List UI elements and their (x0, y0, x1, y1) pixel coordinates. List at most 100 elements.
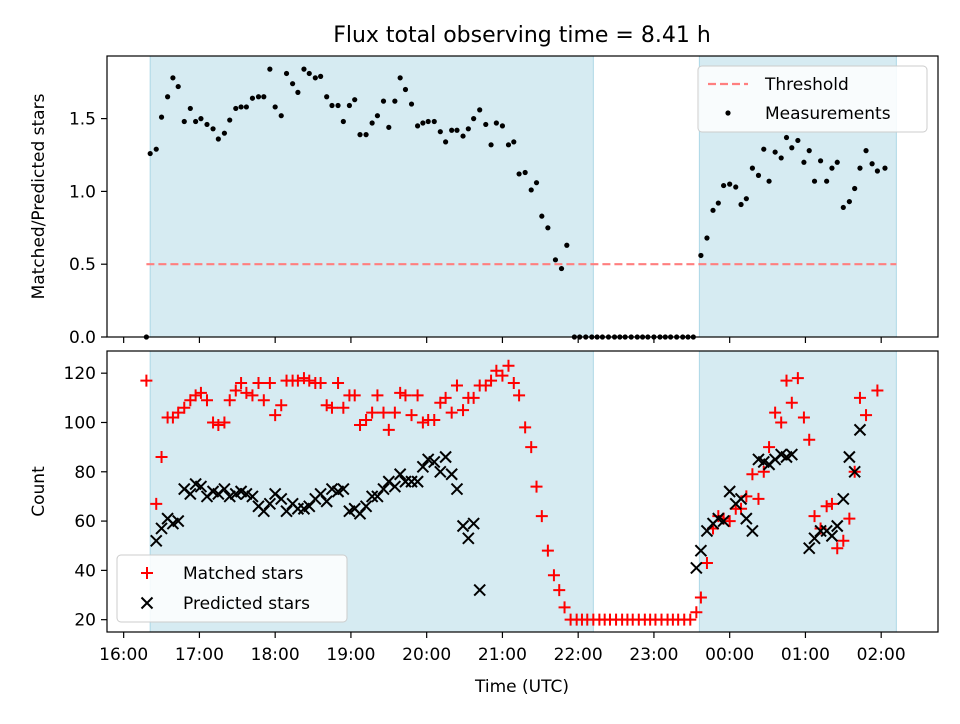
predicted-stars-point (263, 497, 277, 511)
y-tick-label: 40 (74, 561, 96, 581)
matched-stars-point (445, 406, 458, 419)
matched-stars-point (382, 423, 395, 436)
legend-measurements-swatch (725, 110, 731, 116)
matched-stars-point (371, 389, 384, 402)
measurements-point (386, 124, 392, 130)
ratio-panel: 0.0 0.5 1.0 1.5 Matched/Predicted stars Thres… (29, 55, 939, 348)
axes-frame (106, 55, 939, 338)
y-tick-label: 0.0 (69, 328, 96, 348)
measurements-point (483, 121, 489, 128)
matched-stars-point (439, 391, 452, 404)
legend-threshold-label: Threshold (764, 75, 849, 95)
measurements-point (766, 178, 772, 184)
measurements-point (882, 165, 888, 171)
measurements-point (806, 148, 812, 154)
measurements-point (158, 114, 165, 120)
measurements-point (397, 75, 403, 81)
matched-stars-point (825, 497, 838, 510)
matched-stars-point (269, 409, 282, 422)
matched-stars-point (394, 386, 407, 399)
measurements-point (488, 142, 494, 148)
predicted-stars-point (365, 490, 379, 503)
predicted-stars-point (473, 583, 486, 597)
shaded-interval (149, 55, 594, 338)
predicted-stars-point (462, 532, 475, 545)
matched-stars-point (485, 374, 498, 387)
measurements-point (283, 70, 290, 77)
matched-stars-point (803, 433, 816, 446)
x-tick-label: 01:00 (781, 645, 830, 665)
matched-stars-point (519, 421, 532, 434)
matched-stars-point (189, 389, 202, 402)
measurements-point (857, 165, 863, 171)
measurements-point (755, 172, 762, 178)
matched-stars-point (684, 613, 697, 626)
predicted-stars-point (428, 455, 441, 469)
matched-stars-point (155, 450, 168, 463)
matched-stars-point (388, 406, 401, 419)
x-tick-label: 23:00 (629, 645, 678, 665)
measurements-point (267, 66, 273, 72)
predicted-stars-point (831, 519, 844, 533)
matched-stars-point (502, 359, 515, 372)
measurements-point (153, 146, 159, 152)
measurements-point (795, 137, 801, 144)
legend-predicted-label: Predicted stars (183, 594, 310, 614)
legend-measurements-label: Measurements (765, 104, 891, 124)
measurements-point (414, 123, 421, 129)
matched-stars-point (763, 441, 776, 454)
measurements-point (840, 204, 846, 211)
matched-stars-point (240, 386, 253, 399)
measurements-point (324, 94, 330, 100)
measurements-point (215, 136, 221, 142)
matched-stars-point (377, 406, 390, 419)
measurements-point (443, 139, 449, 145)
measurements-point (516, 171, 522, 177)
legend-predicted-swatch (140, 596, 154, 610)
measurements-point (738, 201, 744, 208)
predicted-stars-point (694, 544, 708, 557)
matched-stars-point (525, 441, 538, 454)
measurements-point (306, 70, 312, 77)
y-tick-label: 60 (74, 512, 96, 532)
y-tick-label: 120 (64, 364, 96, 384)
measurements-point (846, 198, 852, 205)
x-tick-label: 00:00 (705, 645, 754, 665)
matched-stars-point (297, 372, 310, 385)
measurements-point (357, 132, 363, 138)
measurements-point (187, 105, 193, 112)
matched-stars-point (808, 510, 821, 523)
measurements-point (727, 181, 733, 187)
matched-stars-point (150, 497, 163, 510)
measurements-point (772, 149, 778, 155)
predicted-stars-point (184, 487, 197, 501)
matched-stars-point (235, 377, 248, 390)
measurements-point (193, 118, 199, 125)
matched-stars-point (291, 374, 304, 387)
matched-stars-point (229, 384, 242, 397)
predicted-stars-point (723, 485, 736, 498)
matched-stars-point (547, 569, 560, 582)
measurements-point (449, 127, 455, 133)
matched-stars-point (399, 389, 412, 402)
measurements-point (420, 120, 426, 126)
predicted-stars-point (171, 514, 185, 528)
predicted-stars-point (837, 492, 850, 506)
measurements-point (255, 94, 262, 100)
predicted-stars-point (434, 465, 447, 478)
matched-stars-point (831, 542, 844, 555)
matched-stars-point (354, 418, 367, 431)
matched-stars-point (314, 377, 327, 390)
x-axis-label: Time (UTC) (474, 677, 569, 697)
predicted-stars-point (825, 529, 839, 543)
matched-stars-point (366, 406, 379, 419)
matched-stars-point (405, 409, 418, 422)
measurements-point (811, 178, 818, 184)
y-tick-label: 0.5 (69, 255, 96, 275)
matched-stars-point (757, 465, 770, 478)
predicted-stars-point (848, 465, 861, 478)
predicted-stars-point (456, 519, 470, 533)
measurements-point (329, 102, 335, 109)
matched-stars-point (769, 406, 782, 419)
measurements-point (834, 159, 840, 165)
